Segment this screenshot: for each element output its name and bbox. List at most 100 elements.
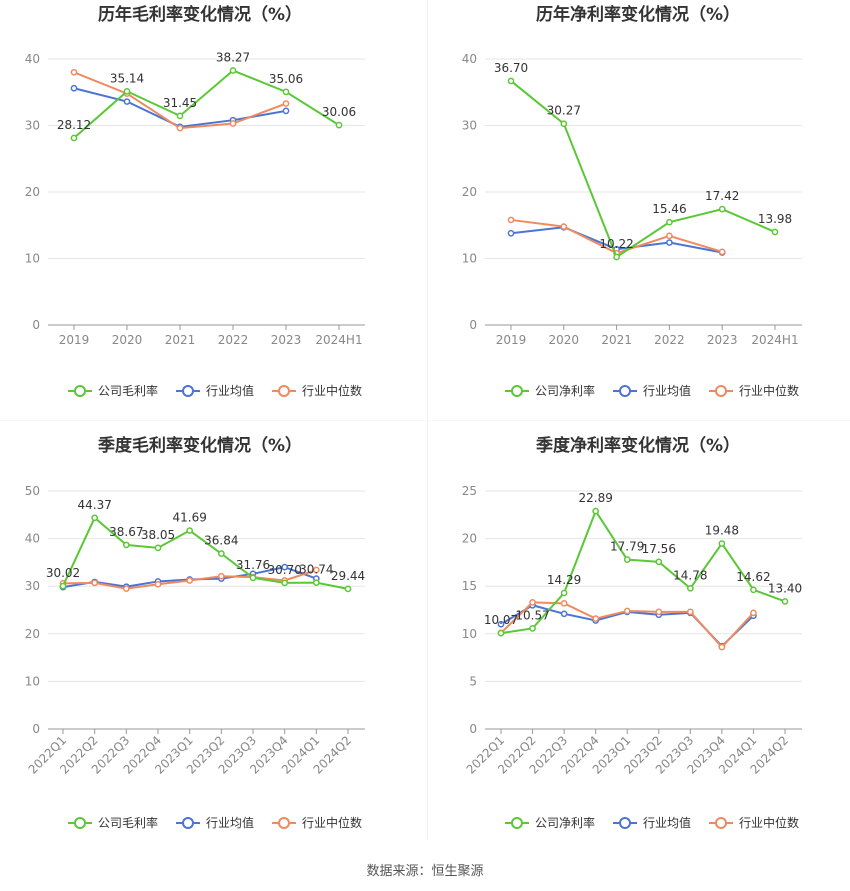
- y-tick-label: 20: [462, 532, 477, 546]
- data-label: 14.62: [736, 570, 770, 584]
- data-point-company: [176, 112, 184, 120]
- data-point-avg: [123, 98, 131, 105]
- legend-marker: [182, 817, 194, 829]
- data-label: 31.76: [236, 558, 270, 572]
- x-tick-label: 2019: [496, 333, 527, 347]
- series-line-company: [73, 69, 340, 139]
- data-point-company: [771, 228, 779, 236]
- data-point-median: [560, 223, 568, 230]
- data-point-company: [344, 585, 352, 593]
- legend-marker: [715, 817, 727, 829]
- legend-item-avg[interactable]: 行业均值: [176, 815, 254, 830]
- data-point-company: [122, 541, 130, 549]
- data-point-avg: [282, 107, 290, 115]
- data-label: 44.37: [77, 498, 111, 512]
- data-label: 10.22: [599, 237, 633, 251]
- data-point-median: [718, 643, 726, 651]
- legend-label: 公司净利率: [535, 815, 595, 830]
- data-label: 38.67: [109, 525, 143, 539]
- x-tick-label: 2021: [601, 333, 632, 347]
- x-tick-label: 2023: [271, 333, 302, 347]
- data-point-company: [507, 77, 515, 85]
- x-tick-label: 2020: [549, 333, 580, 347]
- data-point-median: [217, 572, 225, 580]
- data-point-median: [666, 232, 673, 240]
- legend-marker: [278, 817, 290, 829]
- y-tick-label: 0: [32, 722, 40, 736]
- legend-item-median[interactable]: 行业中位数: [709, 383, 799, 398]
- data-point-company: [497, 629, 505, 637]
- x-tick-label: 2022: [218, 333, 249, 347]
- data-point-median: [91, 579, 99, 587]
- data-point-median: [507, 216, 515, 224]
- legend-item-median[interactable]: 行业中位数: [709, 815, 799, 830]
- data-point-company: [186, 527, 194, 534]
- y-tick-label: 30: [462, 119, 477, 133]
- legend-label: 公司毛利率: [98, 383, 158, 398]
- legend-item-company[interactable]: 公司毛利率: [68, 383, 158, 398]
- legend-label: 行业中位数: [302, 383, 362, 398]
- legend-label: 公司净利率: [535, 383, 595, 398]
- data-point-median: [186, 577, 194, 584]
- legend-item-company[interactable]: 公司毛利率: [68, 815, 158, 830]
- x-tick-label: 2024H1: [315, 333, 362, 347]
- chart-title: 历年毛利率变化情况（%）: [98, 4, 302, 25]
- data-point-median: [229, 120, 237, 127]
- data-point-company: [686, 584, 694, 592]
- x-tick-label: 2019: [59, 333, 90, 347]
- series-line-company: [62, 516, 349, 590]
- chart-title: 季度净利率变化情况（%）: [536, 435, 740, 456]
- legend-item-company[interactable]: 公司净利率: [505, 815, 595, 830]
- data-point-company: [750, 586, 757, 594]
- data-label: 30.74: [299, 563, 333, 577]
- data-label: 13.40: [768, 581, 802, 595]
- legend-label: 行业均值: [206, 383, 254, 398]
- legend-label: 行业均值: [643, 815, 691, 830]
- data-point-company: [282, 88, 290, 96]
- data-point-avg: [70, 84, 78, 92]
- x-tick-label: 2022: [654, 333, 685, 347]
- series-line-company: [510, 80, 776, 259]
- data-point-company: [70, 134, 78, 142]
- legend-item-company[interactable]: 公司净利率: [505, 383, 595, 398]
- data-label: 36.70: [494, 61, 528, 75]
- y-tick-label: 0: [32, 318, 40, 332]
- y-tick-label: 20: [25, 185, 40, 199]
- y-tick-label: 20: [25, 627, 40, 641]
- data-point-avg: [560, 610, 568, 618]
- data-point-company: [229, 67, 237, 74]
- data-point-company: [529, 625, 536, 632]
- data-point-avg: [497, 620, 505, 628]
- data-point-company: [312, 579, 320, 587]
- data-point-company: [281, 579, 289, 587]
- data-point-company: [59, 582, 67, 590]
- legend-item-avg[interactable]: 行业均值: [613, 383, 691, 398]
- data-point-avg: [666, 239, 673, 246]
- data-point-company: [781, 598, 789, 605]
- legend-item-avg[interactable]: 行业均值: [176, 383, 254, 398]
- y-tick-label: 40: [25, 52, 40, 66]
- data-label: 13.98: [758, 212, 792, 226]
- data-point-median: [70, 68, 78, 76]
- data-label: 30.27: [547, 104, 581, 118]
- legend-marker: [74, 817, 86, 829]
- data-label: 38.05: [141, 528, 175, 542]
- data-point-median: [592, 615, 600, 622]
- data-point-median: [312, 566, 320, 574]
- y-tick-label: 5: [469, 674, 477, 688]
- legend-item-median[interactable]: 行业中位数: [272, 383, 362, 398]
- series-line-company: [500, 508, 786, 635]
- data-label: 19.48: [705, 524, 739, 538]
- data-point-median: [655, 608, 663, 616]
- legend-label: 行业均值: [643, 383, 691, 398]
- x-tick-label: 2021: [165, 333, 196, 347]
- legend-marker: [511, 817, 523, 829]
- data-point-company: [592, 507, 600, 515]
- data-point-company: [613, 253, 620, 261]
- data-label: 41.69: [172, 511, 206, 525]
- legend-item-median[interactable]: 行业中位数: [272, 815, 362, 830]
- data-point-median: [122, 585, 130, 592]
- legend-item-avg[interactable]: 行业均值: [613, 815, 691, 830]
- data-point-company: [154, 544, 162, 552]
